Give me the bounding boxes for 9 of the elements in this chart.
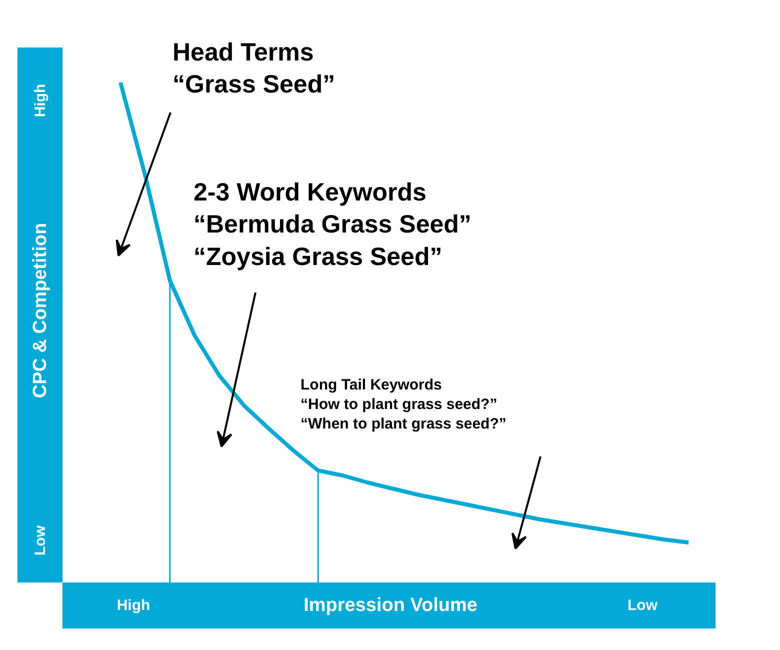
y-axis-title: CPC & Competition bbox=[30, 222, 51, 398]
text: Low bbox=[628, 597, 658, 614]
annotation: 2-3 Word Keywords “Bermuda Grass Seed” “Zoysia Grass Seed” bbox=[194, 178, 472, 271]
text: Low bbox=[32, 525, 49, 556]
text: High bbox=[116, 597, 150, 614]
text: High bbox=[32, 84, 49, 118]
annotation: Head Terms “Grass Seed” bbox=[172, 38, 336, 99]
annotation: Long Tail Keywords “How to plant grass seed?” “When to plant grass seed?” bbox=[300, 376, 506, 433]
x-axis-title: Impression Volume bbox=[304, 595, 478, 616]
